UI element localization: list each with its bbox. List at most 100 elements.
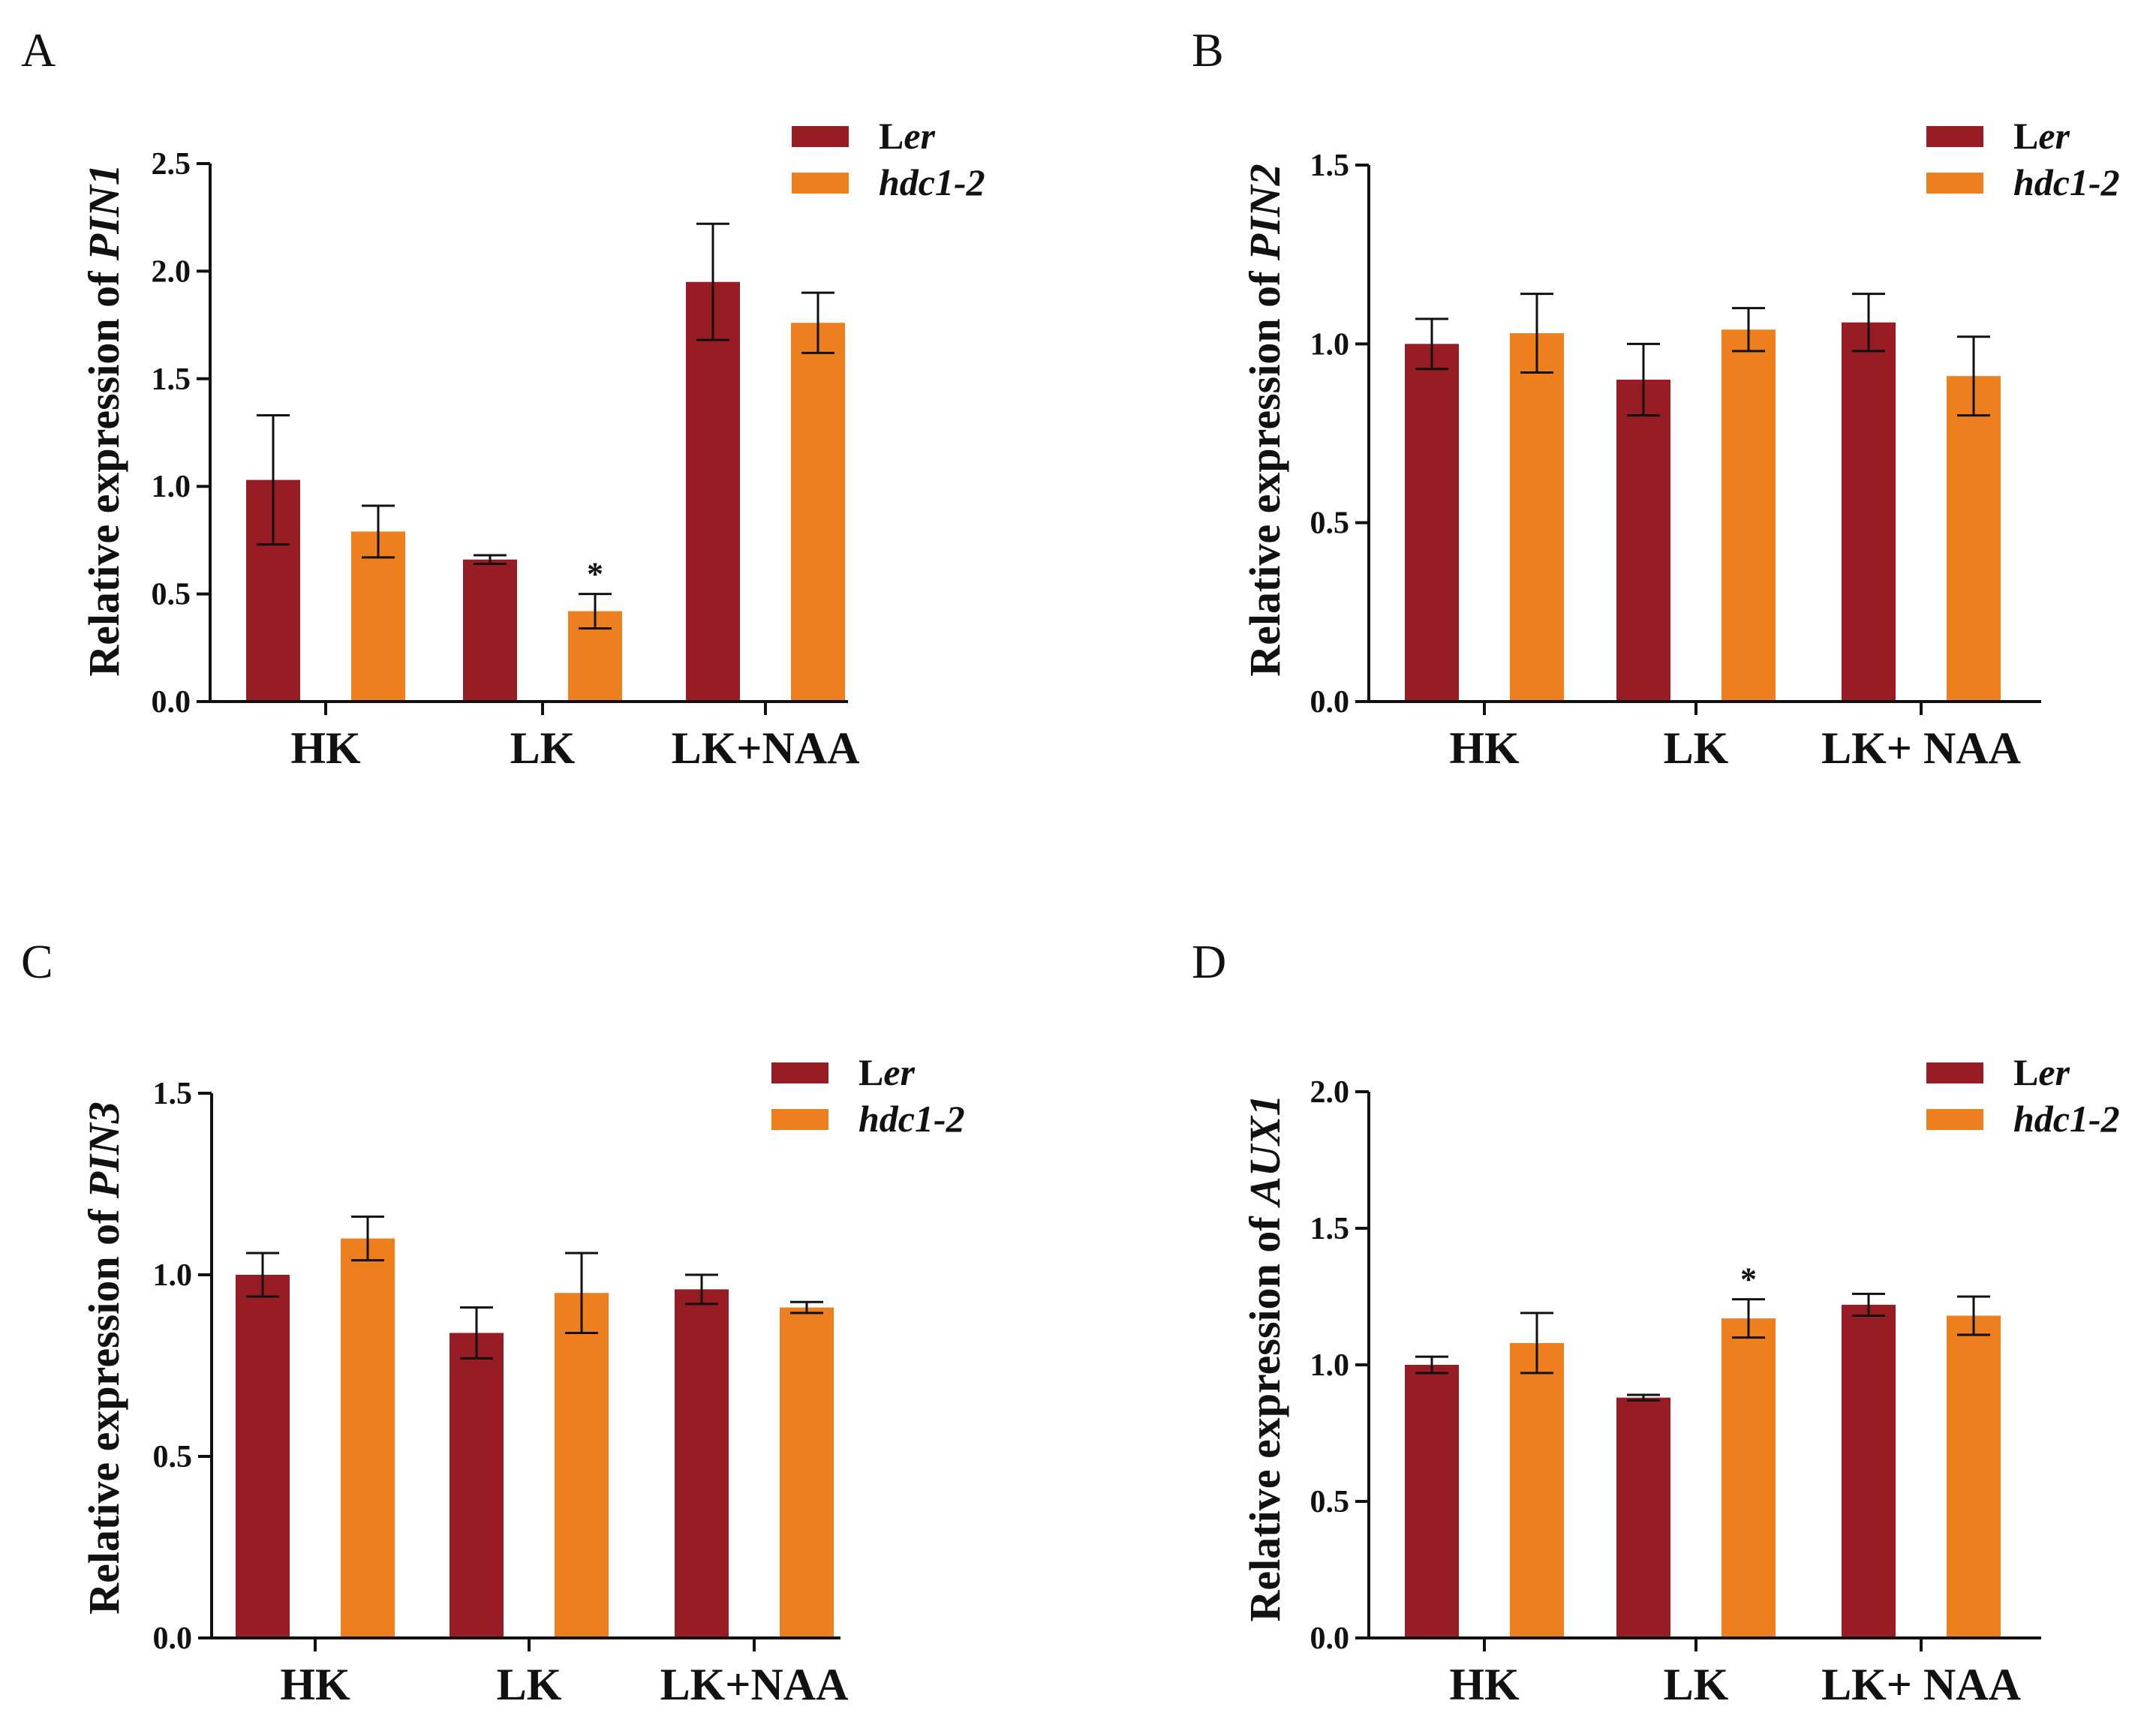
chart-panel-D: D * 0.0 0.5 1.0 1.5 2.0 HK LK LK+ NAA Relative exp…	[1192, 935, 2120, 1709]
chart-panel-A: A * 0.0 0.5 1.0 1.5 2.0 2.5 HK LK LK+NAA Relative e…	[21, 23, 985, 773]
significance-star: *	[1740, 1261, 1757, 1298]
bar	[1842, 322, 1896, 702]
y-tick-label: 0.0	[1310, 685, 1350, 720]
legend-label-italic: er	[904, 115, 935, 157]
bar	[1510, 1342, 1564, 1638]
legend-swatch	[792, 126, 849, 147]
bar	[1616, 380, 1670, 702]
y-axis-title-prefix: Relative expression of	[80, 1198, 128, 1615]
legend-label-plain: L	[2013, 1051, 2038, 1093]
bar	[780, 1307, 834, 1638]
y-tick-label: 0.5	[153, 1440, 193, 1474]
y-axis-title: Relative expression of PIN3	[80, 1101, 128, 1615]
legend-swatch	[771, 1109, 828, 1130]
x-category-label: LK	[1664, 1660, 1729, 1709]
legend-label-plain: L	[879, 115, 904, 157]
y-tick-label: 0.5	[152, 578, 191, 612]
legend-label-italic: hdc1-2	[858, 1098, 965, 1140]
legend-label: Ler	[879, 115, 936, 157]
x-category-label: LK+NAA	[672, 723, 860, 773]
legend-label: hdc1-2	[858, 1098, 965, 1140]
x-category-label: LK+NAA	[660, 1660, 849, 1709]
y-tick-label: 2.0	[1310, 1075, 1350, 1110]
bar	[555, 1293, 609, 1638]
y-tick-label: 1.0	[153, 1258, 193, 1293]
y-axis-title-gene: PIN2	[1240, 164, 1289, 261]
legend-label-plain: L	[858, 1051, 883, 1093]
legend: Ler hdc1-2	[1926, 1051, 2120, 1140]
y-axis-title: Relative expression of PIN2	[1240, 164, 1289, 677]
x-category-label: LK+ NAA	[1821, 723, 2021, 773]
bar	[1721, 1318, 1776, 1638]
y-tick-label: 2.5	[152, 147, 191, 182]
x-category-label: HK	[1449, 723, 1520, 773]
chart-panel-B: B 0.0 0.5 1.0 1.5 HK LK LK+ NAA Relative express…	[1192, 23, 2120, 773]
x-category-label: HK	[1449, 1660, 1520, 1709]
bar	[463, 559, 517, 702]
y-axis-title: Relative expression of AUX1	[1240, 1095, 1289, 1622]
chart-panel-C: C 0.0 0.5 1.0 1.5 HK LK LK+NAA Relative expressi…	[21, 935, 965, 1709]
legend-label: Ler	[2013, 1051, 2070, 1093]
bar	[1616, 1397, 1670, 1638]
bar	[1842, 1304, 1896, 1638]
legend-label-italic: er	[883, 1051, 915, 1093]
y-tick-label: 0.0	[1310, 1621, 1350, 1656]
significance-star: *	[587, 556, 603, 593]
bar	[1721, 329, 1776, 702]
y-axis-title-prefix: Relative expression of	[1240, 1206, 1289, 1622]
y-axis-title-prefix: Relative expression of	[80, 260, 128, 677]
bar	[791, 323, 845, 702]
x-category-label: HK	[280, 1660, 350, 1709]
x-category-label: LK+ NAA	[1821, 1660, 2021, 1709]
y-tick-label: 1.5	[1310, 1212, 1350, 1246]
x-category-label: LK	[497, 1660, 562, 1709]
bar	[1510, 333, 1564, 702]
y-tick-label: 0.0	[153, 1621, 193, 1656]
bar	[236, 1275, 290, 1638]
y-tick-label: 1.0	[1310, 327, 1350, 362]
bar	[1947, 1315, 2001, 1638]
legend-label-italic: hdc1-2	[2013, 1098, 2120, 1140]
y-axis-title-gene: PIN3	[80, 1101, 128, 1199]
bar	[341, 1238, 395, 1638]
legend-label: Ler	[2013, 115, 2070, 157]
bar	[450, 1333, 504, 1638]
y-tick-label: 1.5	[1310, 149, 1350, 183]
bar	[351, 531, 405, 702]
y-tick-label: 1.0	[152, 470, 191, 504]
bar	[675, 1289, 729, 1638]
legend-label-italic: hdc1-2	[879, 161, 985, 203]
y-tick-label: 1.0	[1310, 1348, 1350, 1383]
y-tick-label: 0.5	[1310, 1485, 1350, 1519]
legend-swatch	[1926, 126, 1983, 147]
bar	[1405, 1365, 1459, 1638]
panel-letter: C	[21, 935, 53, 988]
bar	[1405, 344, 1459, 702]
y-tick-label: 1.5	[152, 362, 191, 397]
bar	[1947, 376, 2001, 702]
legend-label: hdc1-2	[2013, 161, 2120, 203]
legend-swatch	[1926, 173, 1983, 194]
legend-swatch	[792, 173, 849, 194]
bar	[686, 281, 740, 702]
legend-label: hdc1-2	[2013, 1098, 2120, 1140]
panel-letter: A	[21, 23, 56, 77]
legend-swatch	[1926, 1062, 1983, 1083]
legend-swatch	[771, 1062, 828, 1083]
y-axis-title-gene: PIN1	[80, 164, 128, 261]
legend-label-italic: er	[2038, 1051, 2070, 1093]
y-axis-title-gene: AUX1	[1240, 1095, 1289, 1208]
y-tick-label: 1.5	[153, 1077, 193, 1111]
legend: Ler hdc1-2	[771, 1051, 965, 1140]
legend-label-plain: L	[2013, 115, 2038, 157]
legend-swatch	[1926, 1109, 1983, 1130]
legend-label-italic: er	[2038, 115, 2070, 157]
panel-letter: D	[1192, 935, 1226, 988]
x-category-label: LK	[510, 723, 576, 773]
y-axis-title: Relative expression of PIN1	[80, 164, 128, 677]
y-tick-label: 0.5	[1310, 506, 1350, 541]
legend-label-italic: hdc1-2	[2013, 161, 2120, 203]
